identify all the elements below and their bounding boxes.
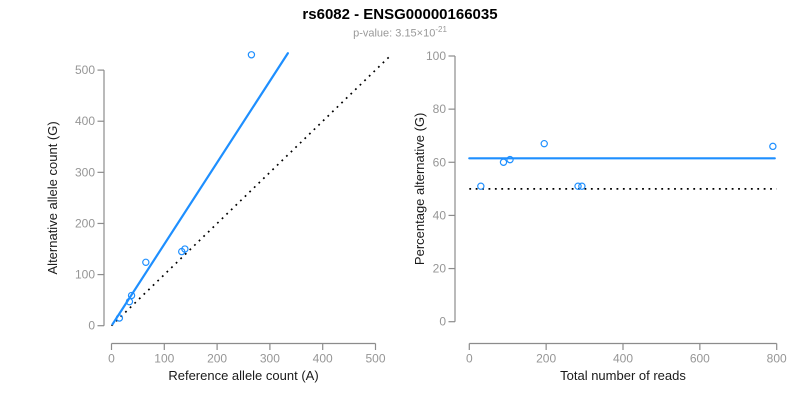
x-tick-label: 0 xyxy=(108,352,115,366)
data-point xyxy=(115,314,124,322)
pvalue-text: p-value: 3.15×10 xyxy=(353,27,436,40)
y-axis-label: Alternative allele count (G) xyxy=(45,121,60,274)
y-tick-label: 80 xyxy=(433,102,447,116)
identity-reference-line xyxy=(110,55,391,327)
x-tick-label: 500 xyxy=(365,352,385,366)
x-tick-label: 400 xyxy=(613,352,633,366)
data-point xyxy=(574,182,582,190)
y-tick-label: 60 xyxy=(433,155,447,169)
x-tick-label: 300 xyxy=(260,352,280,366)
x-tick-label: 600 xyxy=(690,352,710,366)
x-axis-label: Reference allele count (A) xyxy=(168,368,318,383)
fit-line xyxy=(111,52,289,326)
y-tick-label: 300 xyxy=(75,165,95,179)
y-tick-label: 500 xyxy=(75,63,95,77)
data-point xyxy=(247,51,256,59)
data-point xyxy=(142,258,150,267)
x-tick-label: 100 xyxy=(154,352,174,366)
data-point xyxy=(578,182,586,190)
y-tick-label: 200 xyxy=(75,216,95,230)
y-tick-label: 100 xyxy=(426,49,446,63)
x-tick-label: 400 xyxy=(313,352,333,366)
y-tick-label: 0 xyxy=(88,319,95,333)
figure-title: rs6082 - ENSG00000166035 xyxy=(302,6,498,23)
y-tick-label: 40 xyxy=(433,208,447,222)
x-axis-label: Total number of reads xyxy=(560,368,686,383)
data-point xyxy=(181,245,189,253)
data-point xyxy=(540,139,548,148)
x-tick-label: 800 xyxy=(767,352,787,366)
data-point xyxy=(127,291,136,300)
x-tick-label: 200 xyxy=(536,352,556,366)
data-point xyxy=(506,155,514,164)
x-tick-label: 200 xyxy=(207,352,227,366)
y-tick-label: 20 xyxy=(433,262,447,276)
figure-subtitle: p-value: 3.15×10-21 xyxy=(0,25,800,40)
y-tick-label: 100 xyxy=(75,268,95,282)
y-axis-label: Percentage alternative (G) xyxy=(412,113,427,265)
data-point xyxy=(499,158,508,166)
pvalue-exponent: -21 xyxy=(435,25,447,34)
data-point xyxy=(477,182,485,190)
y-tick-label: 0 xyxy=(439,315,446,329)
data-point xyxy=(769,142,777,151)
y-tick-label: 400 xyxy=(75,114,95,128)
x-tick-label: 0 xyxy=(466,352,473,366)
